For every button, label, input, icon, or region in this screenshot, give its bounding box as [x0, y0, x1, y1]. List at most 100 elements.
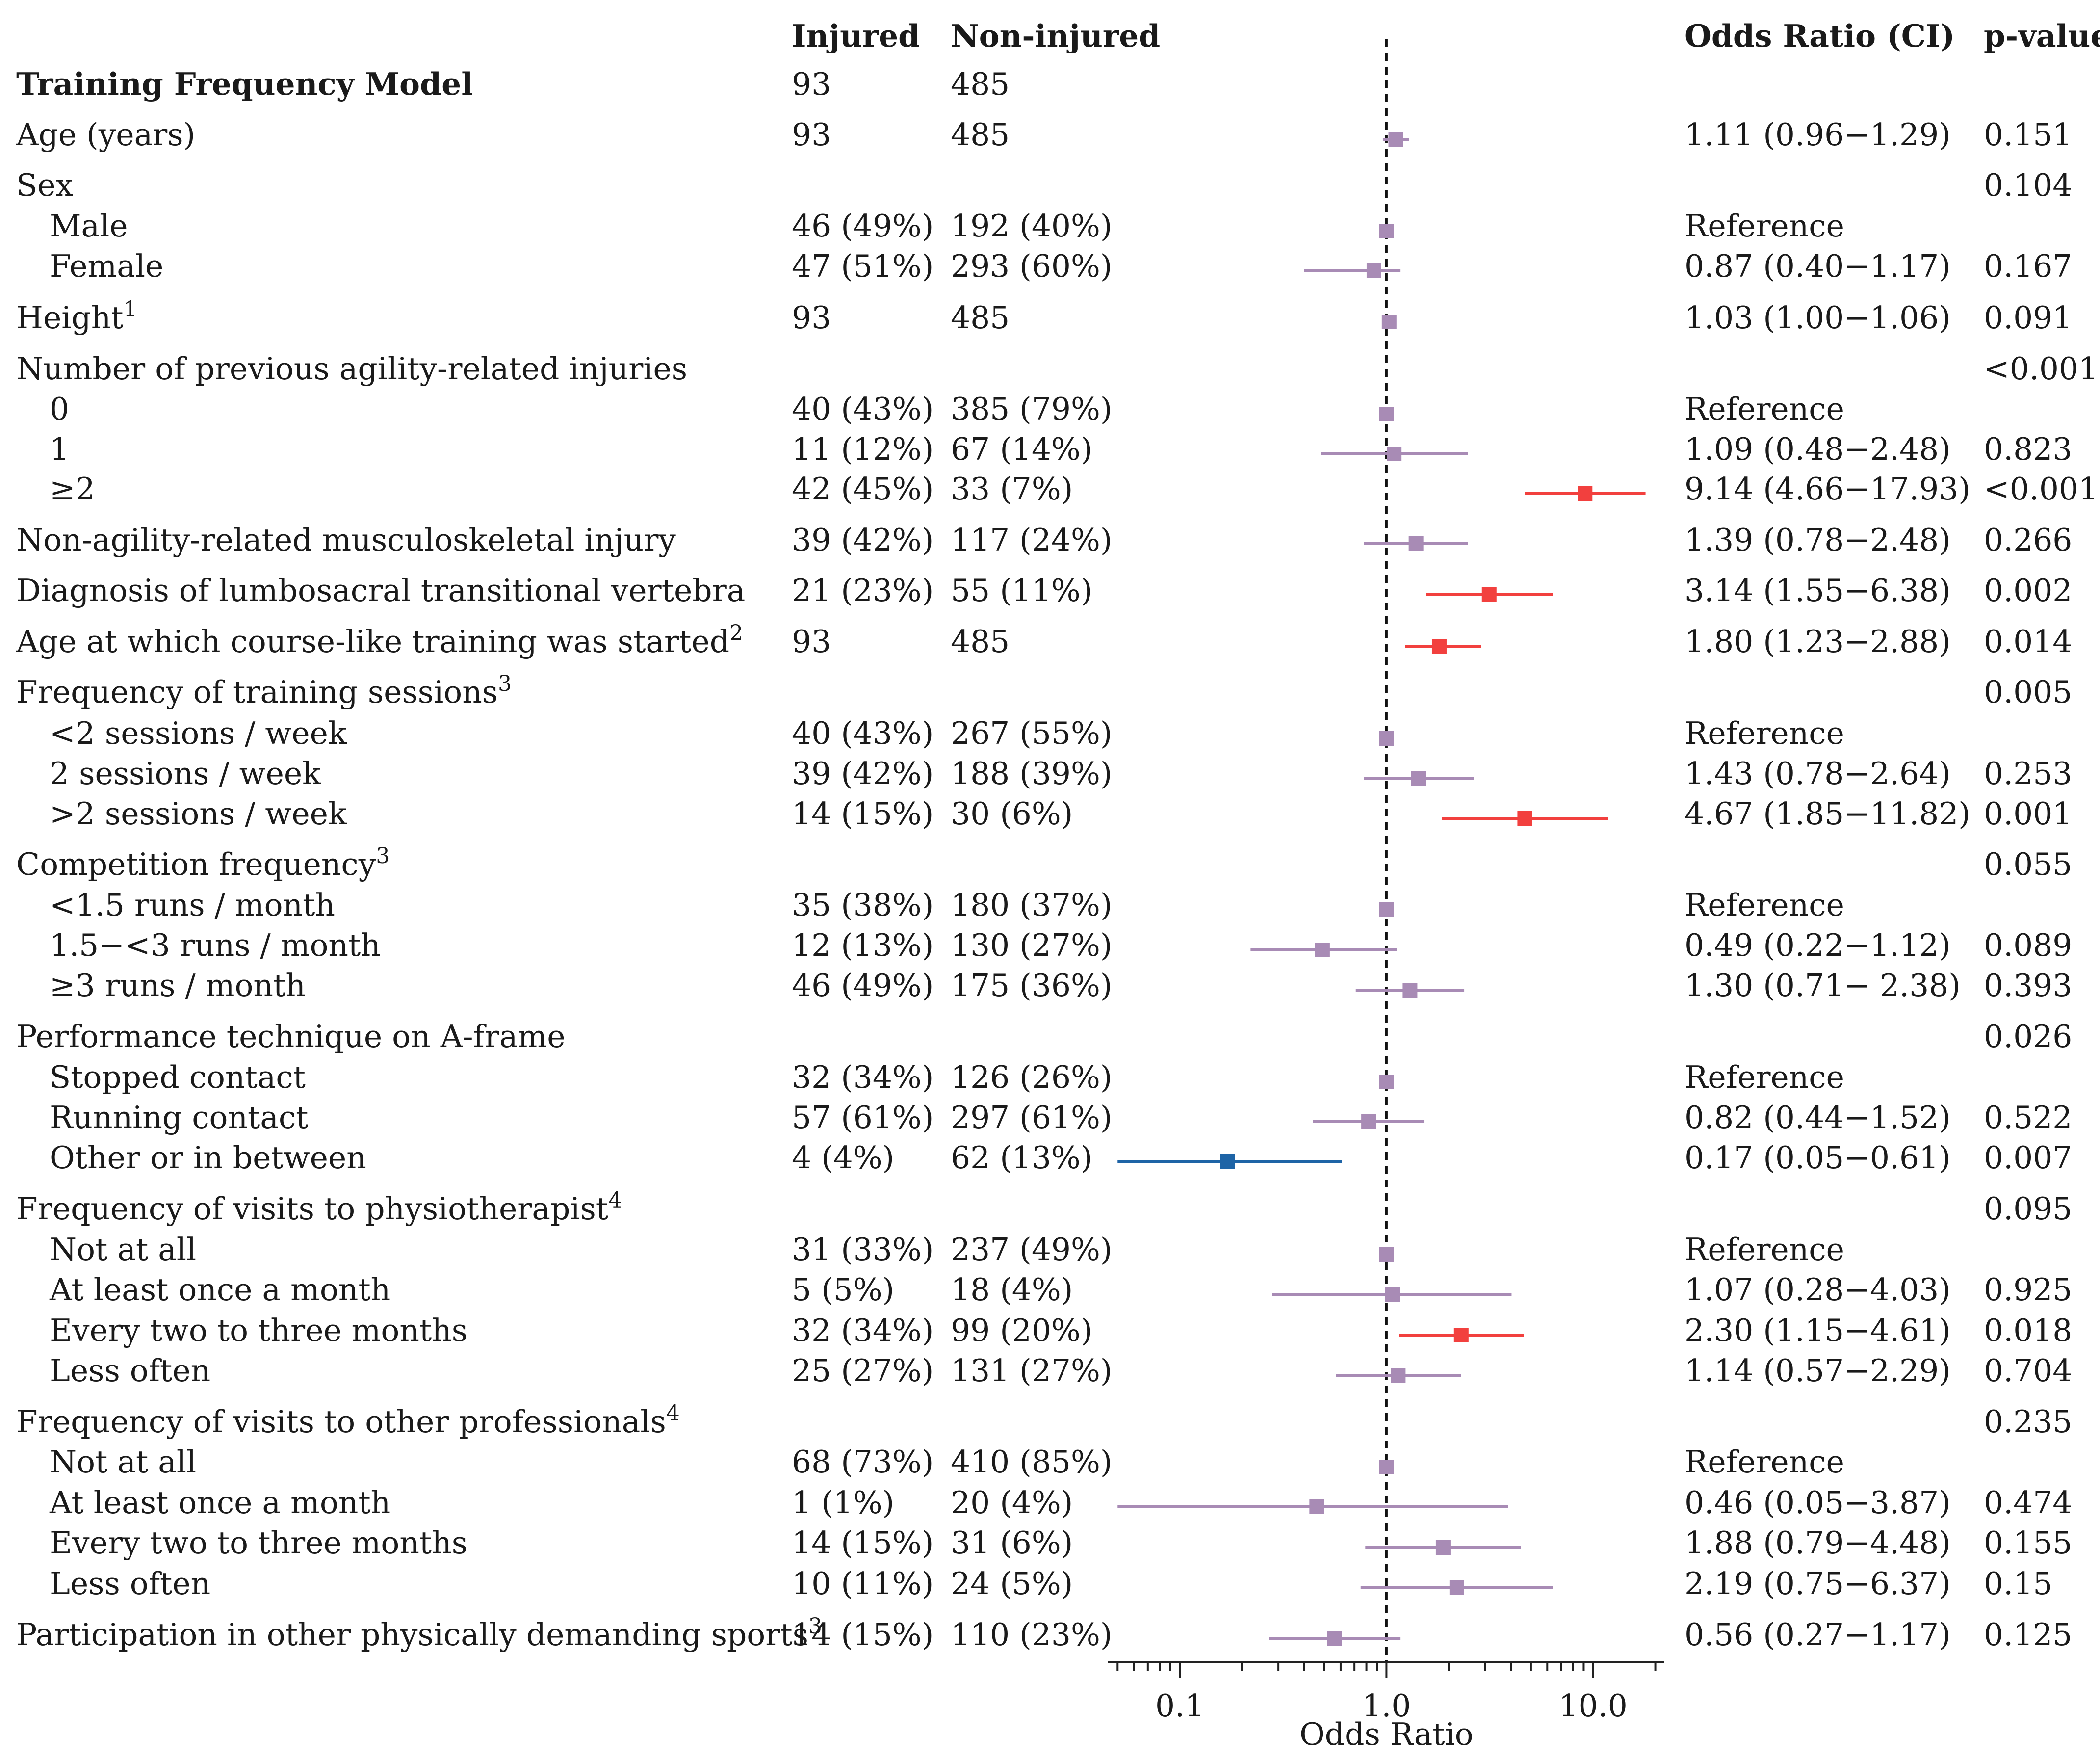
odds-ratio-ci: 1.14 (0.57−2.29) — [1685, 1353, 1951, 1389]
odds-ratio-ci: Reference — [1685, 208, 1844, 244]
footnote-marker: 3 — [498, 671, 512, 696]
non-injured-count: 180 (37%) — [951, 887, 1113, 923]
injured-count: 40 (43%) — [792, 391, 934, 427]
odds-ratio-ci: 2.19 (0.75−6.37) — [1685, 1566, 1951, 1602]
row-label: <2 sessions / week — [50, 715, 347, 751]
non-injured-count: 188 (39%) — [951, 756, 1113, 791]
injured-count: 14 (15%) — [792, 1617, 934, 1653]
row-label: Training Frequency Model — [16, 66, 473, 102]
odds-ratio-marker — [1453, 1328, 1469, 1342]
footnote-marker: 1 — [123, 297, 137, 322]
row-label: Not at all — [50, 1232, 197, 1267]
p-value: 0.522 — [1984, 1100, 2073, 1135]
p-value: 0.823 — [1984, 431, 2073, 467]
reference-marker — [1379, 224, 1394, 238]
non-injured-count: 485 — [951, 300, 1010, 336]
row-label: Less often — [50, 1566, 211, 1602]
non-injured-count: 55 (11%) — [951, 573, 1093, 608]
injured-count: 32 (34%) — [792, 1313, 934, 1348]
x-axis-title: Odds Ratio — [1299, 1716, 1474, 1752]
row-label: ≥2 — [50, 471, 95, 507]
odds-ratio-marker — [1327, 1631, 1342, 1646]
odds-ratio-marker — [1361, 1114, 1376, 1129]
injured-count: 35 (38%) — [792, 887, 934, 923]
non-injured-count: 117 (24%) — [951, 522, 1113, 558]
non-injured-count: 485 — [951, 624, 1010, 659]
injured-count: 93 — [792, 624, 831, 659]
odds-ratio-ci: Reference — [1685, 1232, 1844, 1267]
odds-ratio-ci: 4.67 (1.85−11.82) — [1685, 796, 1970, 832]
odds-ratio-ci: 1.80 (1.23−2.88) — [1685, 624, 1951, 659]
odds-ratio-ci: 1.11 (0.96−1.29) — [1685, 117, 1951, 153]
odds-ratio-marker — [1481, 587, 1497, 602]
footnote-marker: 2 — [729, 621, 744, 646]
p-value: 0.026 — [1984, 1019, 2073, 1054]
injured-count: 46 (49%) — [792, 968, 934, 1003]
injured-count: 40 (43%) — [792, 715, 934, 751]
odds-ratio-ci: 0.49 (0.22−1.12) — [1685, 927, 1951, 963]
row-label: Every two to three months — [50, 1525, 468, 1561]
odds-ratio-ci: 1.43 (0.78−2.64) — [1685, 756, 1951, 791]
row-label: Frequency of visits to other professiona… — [16, 1401, 680, 1440]
injured-count: 47 (51%) — [792, 248, 934, 284]
row-label: 2 sessions / week — [50, 756, 321, 791]
row-label: Every two to three months — [50, 1313, 468, 1348]
non-injured-count: 67 (14%) — [951, 431, 1093, 467]
p-value: <0.001 — [1984, 351, 2099, 387]
footnote-marker: 4 — [608, 1188, 622, 1213]
row-label: Stopped contact — [50, 1059, 306, 1095]
row-label: Female — [50, 248, 164, 284]
odds-ratio-ci: 3.14 (1.55−6.38) — [1685, 573, 1951, 608]
odds-ratio-marker — [1220, 1154, 1235, 1169]
footnote-marker: 4 — [666, 1401, 680, 1426]
odds-ratio-ci: Reference — [1685, 1444, 1844, 1480]
odds-ratio-marker — [1408, 536, 1424, 551]
reference-marker — [1379, 1460, 1394, 1474]
non-injured-count: 410 (85%) — [951, 1444, 1113, 1480]
p-value: 0.091 — [1984, 300, 2073, 336]
injured-count: 14 (15%) — [792, 1525, 934, 1561]
odds-ratio-ci: 0.87 (0.40−1.17) — [1685, 248, 1951, 284]
odds-ratio-marker — [1366, 263, 1381, 278]
non-injured-count: 297 (61%) — [951, 1100, 1113, 1135]
odds-ratio-marker — [1381, 315, 1397, 329]
row-label: >2 sessions / week — [50, 796, 347, 832]
row-label: Frequency of training sessions3 — [16, 671, 512, 710]
row-label: 1.5−<3 runs / month — [50, 927, 381, 963]
row-label: Non-agility-related musculoskeletal inju… — [16, 522, 676, 558]
injured-count: 25 (27%) — [792, 1353, 934, 1389]
row-label: <1.5 runs / month — [50, 887, 336, 923]
p-value: <0.001 — [1984, 471, 2099, 507]
odds-ratio-ci: 1.39 (0.78−2.48) — [1685, 522, 1951, 558]
odds-ratio-ci: Reference — [1685, 715, 1844, 751]
p-value: 0.001 — [1984, 796, 2073, 832]
injured-count: 31 (33%) — [792, 1232, 934, 1267]
header-non-injured: Non-injured — [951, 18, 1161, 54]
odds-ratio-ci: 0.56 (0.27−1.17) — [1685, 1617, 1951, 1653]
non-injured-count: 267 (55%) — [951, 715, 1113, 751]
x-tick-label: 1.0 — [1362, 1688, 1411, 1724]
injured-count: 39 (42%) — [792, 522, 934, 558]
odds-ratio-ci: Reference — [1685, 1059, 1844, 1095]
x-tick-label: 0.1 — [1155, 1688, 1204, 1724]
p-value: 0.151 — [1984, 117, 2073, 153]
non-injured-count: 62 (13%) — [951, 1140, 1093, 1176]
injured-count: 42 (45%) — [792, 471, 934, 507]
non-injured-count: 293 (60%) — [951, 248, 1113, 284]
odds-ratio-ci: 1.09 (0.48−2.48) — [1685, 431, 1951, 467]
injured-count: 68 (73%) — [792, 1444, 934, 1480]
injured-count: 1 (1%) — [792, 1485, 895, 1521]
row-label: Male — [50, 208, 128, 244]
odds-ratio-ci: 2.30 (1.15−4.61) — [1685, 1313, 1951, 1348]
reference-marker — [1379, 1247, 1394, 1262]
p-value: 0.018 — [1984, 1313, 2073, 1348]
p-value: 0.266 — [1984, 522, 2073, 558]
odds-ratio-marker — [1315, 943, 1330, 957]
row-label: Other or in between — [50, 1140, 366, 1176]
odds-ratio-marker — [1402, 983, 1418, 998]
odds-ratio-ci: Reference — [1685, 391, 1844, 427]
non-injured-count: 31 (6%) — [951, 1525, 1073, 1561]
injured-count: 12 (13%) — [792, 927, 934, 963]
non-injured-count: 175 (36%) — [951, 968, 1113, 1003]
